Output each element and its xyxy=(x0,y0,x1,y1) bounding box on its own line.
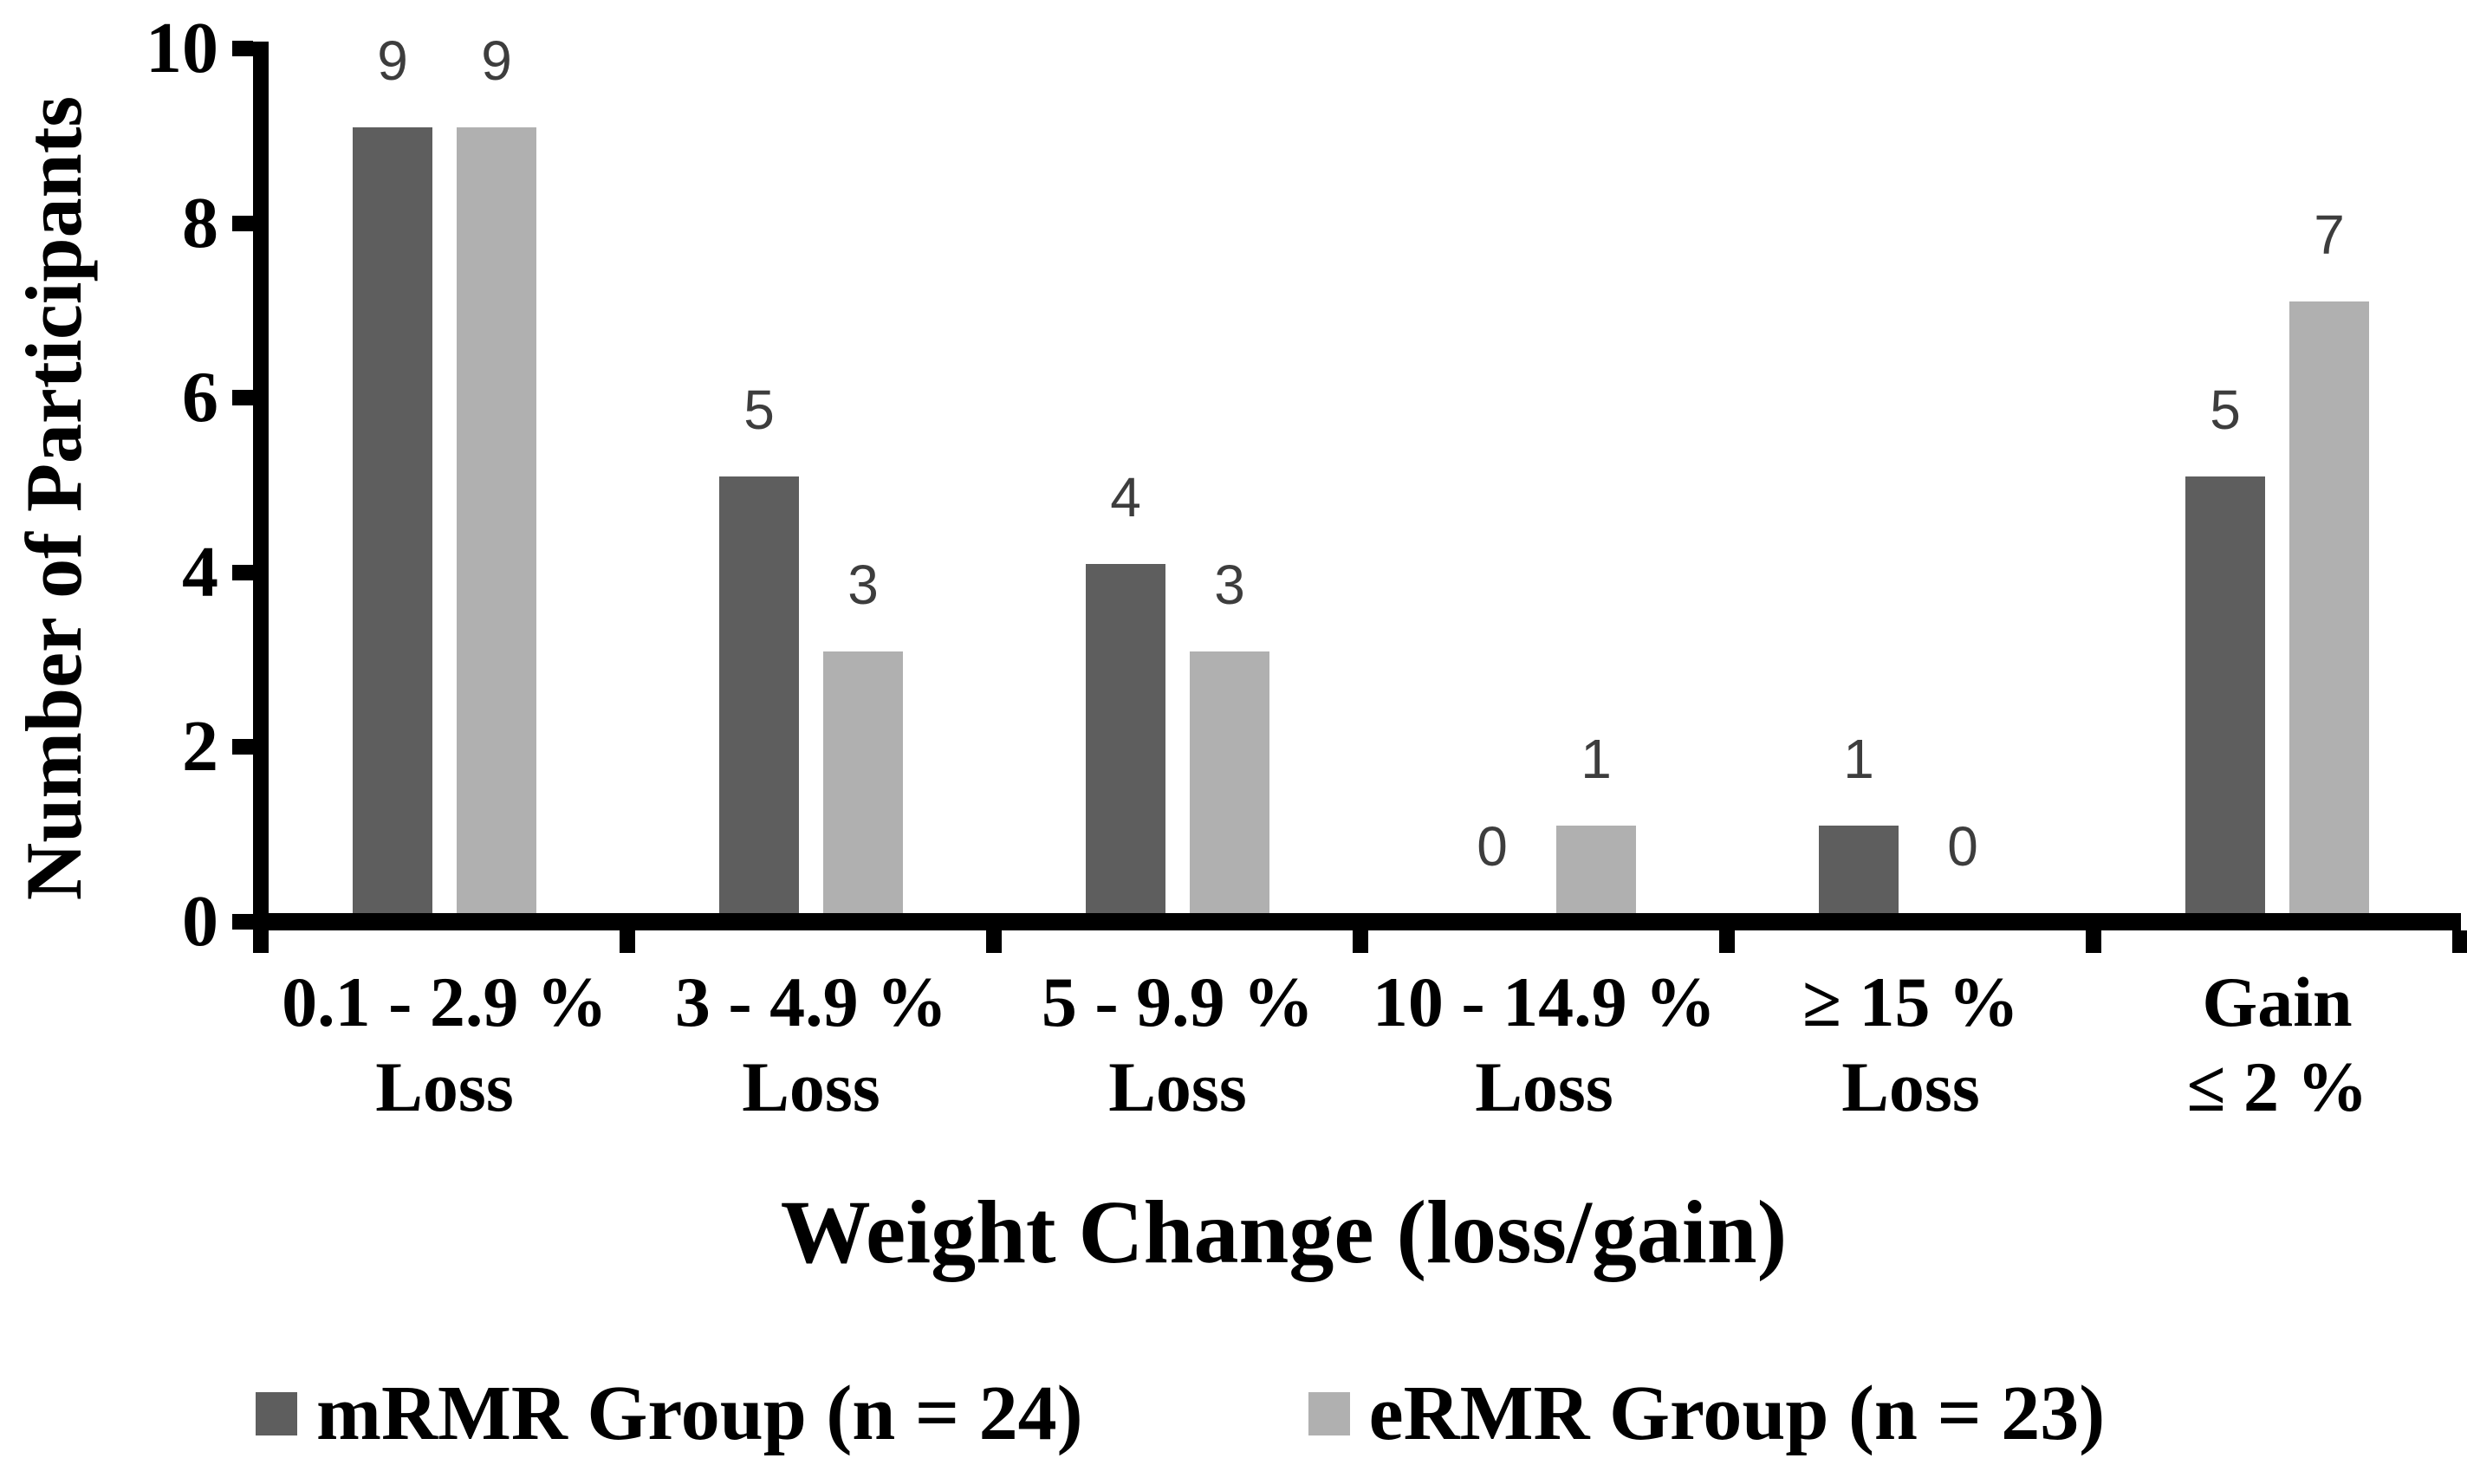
y-axis-tick xyxy=(232,565,253,580)
y-axis-tick xyxy=(232,216,253,231)
bar-value-label-mrmr-0: 9 xyxy=(377,29,408,92)
x-category-label-5: Gain ≤ 2 % xyxy=(2186,962,2368,1126)
bar-mrmr-5 xyxy=(2185,476,2265,913)
bar-value-label-ermr-4: 0 xyxy=(1947,815,1978,878)
x-axis-tick xyxy=(1719,930,1735,953)
legend-item-mrmr: mRMR Group (n = 24) xyxy=(256,1371,1083,1457)
y-axis-tick-label: 10 xyxy=(146,8,218,88)
x-axis-title: Weight Change (loss/gain) xyxy=(780,1183,1788,1282)
bar-mrmr-4 xyxy=(1819,826,1899,913)
legend-label-mrmr: mRMR Group (n = 24) xyxy=(316,1371,1083,1456)
legend-label-ermr: eRMR Group (n = 23) xyxy=(1368,1371,2106,1456)
y-axis-tick-label: 4 xyxy=(182,532,218,612)
x-category-label-2: 5 - 9.9 % Loss xyxy=(1041,962,1315,1126)
bar-value-label-mrmr-1: 5 xyxy=(743,379,775,441)
bar-ermr-5 xyxy=(2289,301,2369,913)
y-axis-tick xyxy=(232,390,253,405)
y-axis-tick-label: 2 xyxy=(182,706,218,787)
legend-item-ermr: eRMR Group (n = 23) xyxy=(1308,1371,2106,1457)
x-category-label-1: 3 - 4.9 % Loss xyxy=(674,962,948,1126)
legend: mRMR Group (n = 24) eRMR Group (n = 23) xyxy=(256,1371,2105,1457)
legend-swatch-ermr xyxy=(1308,1392,1350,1435)
bar-ermr-0 xyxy=(457,127,536,913)
y-axis-tick xyxy=(232,739,253,755)
bar-ermr-3 xyxy=(1556,826,1636,913)
x-axis-tick xyxy=(620,930,635,953)
y-axis-tick-label: 8 xyxy=(182,183,218,263)
bar-value-label-mrmr-2: 4 xyxy=(1110,466,1141,528)
bar-mrmr-0 xyxy=(353,127,432,913)
legend-swatch-mrmr xyxy=(256,1392,297,1435)
x-category-label-0: 0.1 - 2.9 % Loss xyxy=(282,962,607,1126)
bar-value-label-ermr-5: 7 xyxy=(2314,204,2345,266)
bar-value-label-mrmr-5: 5 xyxy=(2210,379,2241,441)
x-category-label-3: 10 - 14.9 % Loss xyxy=(1372,962,1717,1126)
bar-ermr-1 xyxy=(823,651,903,913)
y-axis-tick xyxy=(232,41,253,56)
x-axis-tick xyxy=(253,930,269,953)
y-axis-line xyxy=(253,42,269,951)
y-axis-tick-label: 6 xyxy=(182,357,218,437)
x-category-label-4: ≥ 15 % Loss xyxy=(1802,962,2019,1126)
bar-value-label-ermr-0: 9 xyxy=(481,29,512,92)
x-axis-tick xyxy=(1353,930,1368,953)
x-axis-line xyxy=(253,913,2461,930)
y-axis-tick xyxy=(232,914,253,930)
bar-value-label-ermr-1: 3 xyxy=(847,554,879,616)
y-axis-tick-label: 0 xyxy=(182,881,218,962)
x-axis-tick xyxy=(2452,930,2467,953)
x-axis-tick xyxy=(2086,930,2101,953)
bar-mrmr-1 xyxy=(719,476,799,913)
bar-value-label-mrmr-3: 0 xyxy=(1477,815,1508,878)
bar-value-label-mrmr-4: 1 xyxy=(1843,728,1874,790)
bar-value-label-ermr-3: 1 xyxy=(1581,728,1612,790)
bar-mrmr-2 xyxy=(1086,564,1165,913)
bar-value-label-ermr-2: 3 xyxy=(1214,554,1245,616)
bar-ermr-2 xyxy=(1190,651,1269,913)
x-axis-tick xyxy=(986,930,1002,953)
